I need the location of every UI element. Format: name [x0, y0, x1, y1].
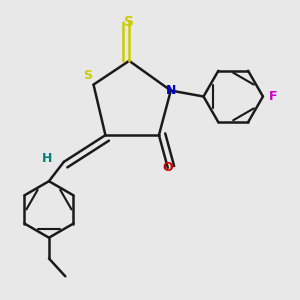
Text: H: H: [42, 152, 52, 165]
Text: S: S: [124, 15, 134, 29]
Text: F: F: [269, 90, 278, 103]
Text: S: S: [83, 69, 92, 82]
Text: N: N: [166, 84, 176, 97]
Text: O: O: [163, 161, 173, 174]
